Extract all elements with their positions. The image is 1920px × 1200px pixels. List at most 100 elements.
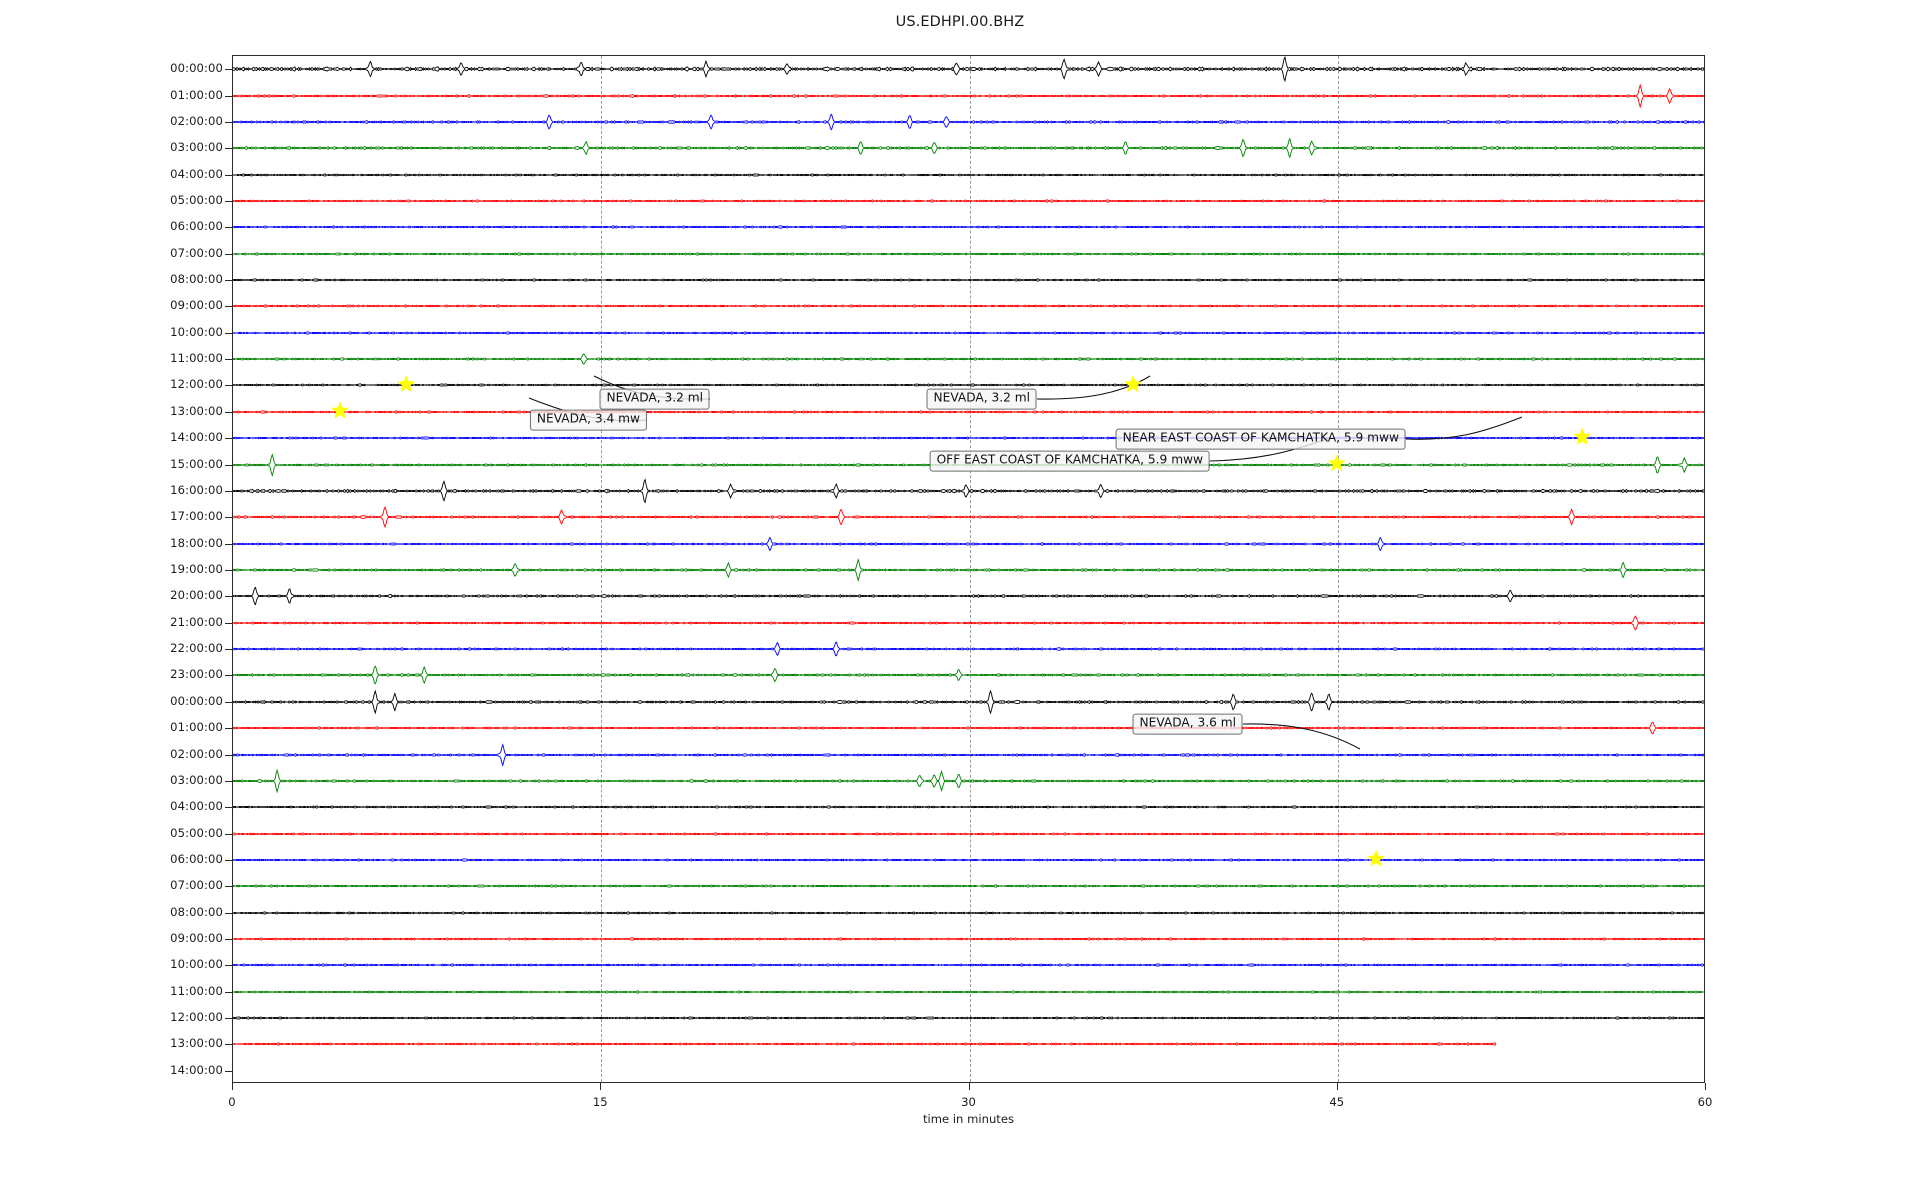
seismic-trace [233, 922, 1704, 956]
seismic-trace [233, 711, 1704, 745]
y-axis-tick-label: 00:00:00 [170, 693, 223, 708]
seismic-trace [233, 342, 1704, 376]
x-axis-tick-label: 15 [592, 1095, 608, 1109]
y-axis-tick-mark [225, 859, 232, 861]
seismic-trace [233, 500, 1704, 534]
y-axis-tick-mark [225, 227, 232, 229]
y-axis-tick-label: 01:00:00 [170, 87, 223, 102]
y-axis-tick-mark [225, 253, 232, 255]
page-title: US.EDHPI.00.BHZ [895, 14, 1025, 30]
seismic-trace [233, 527, 1704, 561]
y-axis-tick-mark [225, 148, 232, 150]
seismic-trace [233, 790, 1704, 824]
seismic-trace [233, 184, 1704, 218]
y-axis-tick-label: 08:00:00 [170, 904, 223, 919]
seismic-trace [233, 263, 1704, 297]
y-axis-tick-mark [225, 464, 232, 466]
plot-inner [233, 56, 1704, 1082]
y-axis-tick-mark [225, 754, 232, 756]
y-axis-tick-label: 10:00:00 [170, 324, 223, 339]
y-axis-tick-mark [225, 833, 232, 835]
y-axis-tick-mark [225, 385, 232, 387]
y-axis-tick-mark [225, 886, 232, 888]
plot-area [225, 55, 1705, 1083]
seismic-trace [233, 948, 1704, 982]
y-axis-tick-label: 09:00:00 [170, 298, 223, 313]
y-axis-tick-mark [225, 543, 232, 545]
y-axis-tick-label: 05:00:00 [170, 192, 223, 207]
y-axis-tick-mark [225, 1070, 232, 1072]
x-axis-tick-label: 0 [228, 1095, 236, 1109]
seismic-trace [233, 1001, 1704, 1035]
y-axis-tick-mark [225, 306, 232, 308]
y-axis-tick-label: 17:00:00 [170, 509, 223, 524]
y-axis-tick-label: 11:00:00 [170, 983, 223, 998]
x-axis-tick-mark [600, 1083, 602, 1090]
seismic-trace [233, 1027, 1704, 1061]
x-axis-tick-label: 30 [961, 1095, 976, 1109]
seismic-trace [233, 658, 1704, 692]
y-axis-tick-mark [225, 200, 232, 202]
seismic-trace [233, 685, 1704, 719]
y-axis-tick-mark [225, 517, 232, 519]
y-axis-tick-mark [225, 121, 232, 123]
y-axis-tick-mark [225, 780, 232, 782]
x-axis-tick-label: 60 [1697, 1095, 1713, 1109]
y-axis-tick-mark [225, 332, 232, 334]
y-axis-tick-label: 22:00:00 [170, 641, 223, 656]
y-axis-tick-label: 04:00:00 [170, 166, 223, 181]
y-axis-tick-label: 18:00:00 [170, 535, 223, 550]
y-axis-tick-label: 03:00:00 [170, 140, 223, 155]
x-axis-tick-mark [968, 1083, 970, 1090]
y-axis-tick-mark [225, 69, 232, 71]
y-axis-tick-mark [225, 912, 232, 914]
y-axis-tick-mark [225, 991, 232, 993]
y-axis-tick-label: 13:00:00 [170, 403, 223, 418]
y-axis-tick-label: 14:00:00 [170, 1062, 223, 1077]
y-axis-tick-label: 21:00:00 [170, 614, 223, 629]
y-axis-tick-mark [225, 965, 232, 967]
seismic-trace [233, 553, 1704, 587]
y-axis-tick-label: 13:00:00 [170, 1036, 223, 1051]
y-axis-tick-mark [225, 280, 232, 282]
y-axis-tick-mark [225, 411, 232, 413]
y-axis-tick-mark [225, 174, 232, 176]
y-axis-tick-label: 23:00:00 [170, 667, 223, 682]
gridline [1337, 56, 1339, 1082]
y-axis-tick-label: 20:00:00 [170, 588, 223, 603]
y-axis-tick-label: 07:00:00 [170, 245, 223, 260]
seismic-trace [233, 210, 1704, 244]
x-axis-tick-label: 45 [1329, 1095, 1345, 1109]
y-axis-tick-mark [225, 1018, 232, 1020]
y-axis-tick-label: 08:00:00 [170, 272, 223, 287]
seismic-trace [233, 896, 1704, 930]
y-axis-tick-mark [225, 438, 232, 440]
y-axis-tick-labels: 00:00:00 01:00:00 02:00:00 03:00:00 04:00:00… [70, 55, 223, 1083]
y-axis-tick-label: 19:00:00 [170, 562, 223, 576]
x-axis-tick-mark [1705, 1083, 1706, 1090]
seismic-trace [233, 237, 1704, 271]
y-axis-tick-mark [225, 570, 232, 571]
y-axis-tick-label: 12:00:00 [170, 377, 223, 392]
y-axis-tick-mark [225, 490, 232, 492]
seismic-trace [233, 289, 1704, 323]
y-axis-tick-label: 16:00:00 [170, 482, 223, 497]
y-axis-tick-mark [225, 728, 232, 730]
y-axis-tick-label: 02:00:00 [170, 113, 223, 128]
x-axis-title: time in minutes [922, 1112, 1015, 1126]
y-axis-tick-mark [225, 95, 232, 97]
y-axis-tick-mark [225, 1044, 232, 1046]
seismic-trace [233, 764, 1704, 798]
seismic-trace [233, 368, 1704, 402]
y-axis-tick-mark [225, 939, 232, 941]
y-axis-tick-label: 12:00:00 [170, 1010, 223, 1025]
y-axis-tick-label: 15:00:00 [170, 456, 223, 471]
y-axis-tick-mark [225, 622, 232, 624]
seismic-trace [233, 56, 1704, 86]
y-axis-tick-label: 07:00:00 [170, 878, 223, 893]
y-axis-tick-label: 01:00:00 [170, 720, 223, 735]
y-axis-tick-label: 06:00:00 [170, 219, 223, 234]
y-axis-tick-label: 10:00:00 [170, 957, 223, 972]
y-axis-tick-label: 04:00:00 [170, 799, 223, 814]
